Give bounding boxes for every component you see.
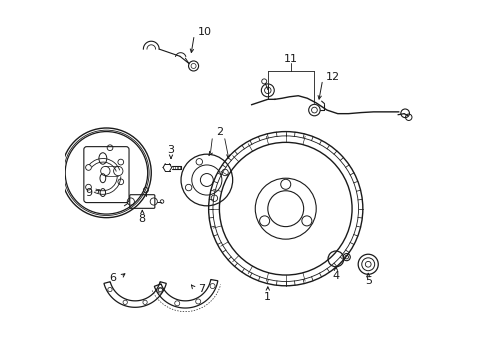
Text: 10: 10 xyxy=(198,27,211,37)
Text: 6: 6 xyxy=(109,273,116,283)
Text: 8: 8 xyxy=(139,214,145,224)
Text: 2: 2 xyxy=(215,127,223,137)
Text: 7: 7 xyxy=(198,284,204,294)
Text: 5: 5 xyxy=(364,276,371,286)
Text: 4: 4 xyxy=(332,271,339,281)
Text: 12: 12 xyxy=(325,72,339,82)
Text: 1: 1 xyxy=(264,292,271,302)
Text: 3: 3 xyxy=(167,145,174,155)
Text: 9: 9 xyxy=(85,188,93,198)
Text: 11: 11 xyxy=(284,54,298,64)
